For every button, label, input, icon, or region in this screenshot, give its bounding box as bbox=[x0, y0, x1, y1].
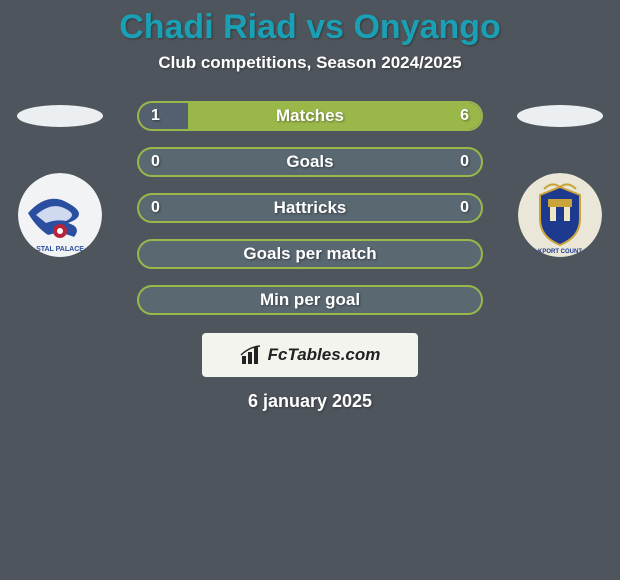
left-player-oval bbox=[17, 105, 103, 127]
stat-bar-label: Matches bbox=[139, 103, 481, 129]
comparison-panel: STAL PALACE KPORT COUNT Matches16Goals00… bbox=[0, 101, 620, 412]
shield-crest-icon: KPORT COUNT bbox=[518, 173, 602, 257]
stat-bar: Matches1 6 bbox=[137, 101, 483, 131]
stat-bar: Hattricks0 0 bbox=[137, 193, 483, 223]
right-player-column: KPORT COUNT bbox=[500, 101, 620, 257]
svg-text:STAL PALACE: STAL PALACE bbox=[36, 246, 84, 253]
stat-bar-label: Goals per match bbox=[139, 241, 481, 267]
stat-bar-label: Hattricks bbox=[139, 195, 481, 221]
stat-bars: Matches16Goals00Hattricks00Goals per mat… bbox=[137, 101, 483, 315]
stat-bar-right-value: 0 bbox=[460, 195, 469, 221]
subtitle: Club competitions, Season 2024/2025 bbox=[0, 53, 620, 73]
stat-bar-right-value: 0 bbox=[460, 149, 469, 175]
right-player-oval bbox=[517, 105, 603, 127]
left-player-column: STAL PALACE bbox=[0, 101, 120, 257]
stat-bar-left-value: 0 bbox=[151, 195, 160, 221]
svg-text:KPORT COUNT: KPORT COUNT bbox=[538, 249, 582, 255]
right-club-crest: KPORT COUNT bbox=[518, 173, 602, 257]
date-text: 6 january 2025 bbox=[0, 391, 620, 412]
stat-bar: Min per goal bbox=[137, 285, 483, 315]
stat-bar-right-value: 6 bbox=[460, 103, 469, 129]
eagle-crest-icon: STAL PALACE bbox=[18, 173, 102, 257]
fctables-logo: FcTables.com bbox=[202, 333, 418, 377]
stat-bar-label: Goals bbox=[139, 149, 481, 175]
fctables-logo-text: FcTables.com bbox=[268, 345, 381, 365]
stat-bar-left-value: 0 bbox=[151, 149, 160, 175]
stat-bar-left-value: 1 bbox=[151, 103, 160, 129]
chart-bars-icon bbox=[240, 344, 262, 366]
left-club-crest: STAL PALACE bbox=[18, 173, 102, 257]
stat-bar: Goals per match bbox=[137, 239, 483, 269]
stat-bar: Goals0 0 bbox=[137, 147, 483, 177]
stat-bar-label: Min per goal bbox=[139, 287, 481, 313]
page-title: Chadi Riad vs Onyango bbox=[0, 0, 620, 47]
